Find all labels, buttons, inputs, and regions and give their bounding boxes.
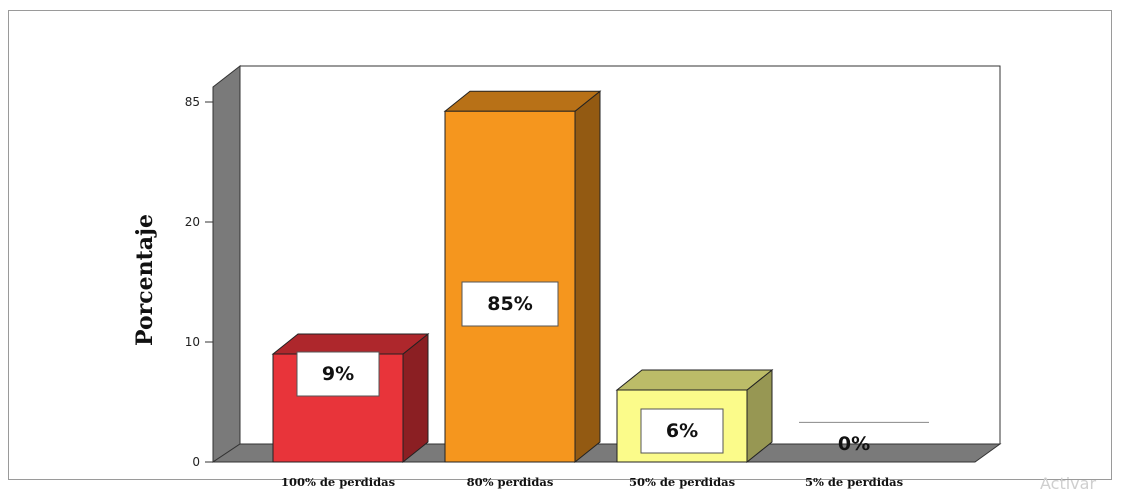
y-tick-label: 85	[185, 95, 200, 109]
x-tick-label: 50% de perdidas	[629, 475, 735, 489]
watermark-text: Activar	[1040, 474, 1096, 491]
data-label: 85%	[487, 293, 532, 315]
y-tick-label: 20	[185, 215, 200, 229]
data-label-box	[640, 408, 724, 454]
bar-top-face	[615, 369, 774, 391]
data-label: 6%	[666, 420, 698, 442]
y-axis-label: Porcentaje	[132, 214, 158, 346]
data-label-box	[461, 281, 559, 327]
chart-side-wall	[212, 64, 241, 463]
y-tick-label: 0	[192, 455, 200, 469]
x-tick-label: 100% de perdidas	[281, 475, 395, 489]
x-tick-label: 5% de perdidas	[805, 475, 903, 489]
data-label: 0%	[838, 433, 870, 455]
bar-side-face	[402, 332, 429, 464]
data-label-box	[296, 351, 380, 397]
data-label: 9%	[322, 363, 354, 385]
bar-side-face	[574, 90, 601, 464]
bar-top-face	[443, 90, 602, 112]
x-tick-label: 80% perdidas	[467, 475, 554, 489]
y-tick-label: 10	[185, 335, 200, 349]
bar-top-face	[271, 333, 430, 355]
